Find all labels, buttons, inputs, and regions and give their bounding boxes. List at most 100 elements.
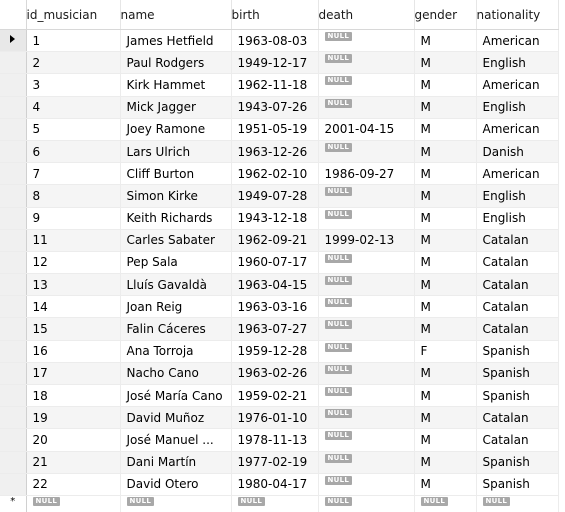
row-selector[interactable] — [0, 96, 27, 119]
cell-id-musician[interactable]: 5 — [26, 118, 121, 141]
row-selector[interactable] — [0, 428, 27, 452]
cell-name[interactable]: Carles Sabater — [120, 229, 232, 252]
row-selector[interactable] — [0, 340, 27, 363]
cell-nationality[interactable]: Spanish — [476, 384, 559, 408]
row-selector[interactable] — [0, 473, 27, 496]
cell-name[interactable]: David Muñoz — [120, 406, 232, 430]
cell-nationality[interactable]: Catalan — [476, 317, 559, 341]
cell-birth[interactable]: 1963-02-26 — [231, 362, 319, 386]
cell-death[interactable]: NULL — [318, 251, 415, 275]
cell-nationality[interactable]: Spanish — [476, 362, 559, 386]
cell-id-musician[interactable]: 12 — [26, 251, 121, 275]
cell-id-musician[interactable]: 6 — [26, 140, 121, 164]
cell-birth[interactable]: 1963-03-16 — [231, 295, 319, 319]
cell-name[interactable]: Simon Kirke — [120, 184, 232, 208]
cell-death[interactable]: NULL — [318, 51, 415, 75]
cell-id-musician[interactable]: 14 — [26, 295, 121, 319]
table-row[interactable]: 3 Kirk Hammet 1962-11-18 NULL M American — [0, 73, 559, 97]
row-selector[interactable] — [0, 118, 27, 141]
cell-id-musician[interactable]: 7 — [26, 162, 121, 186]
cell-death[interactable]: NULL — [318, 29, 415, 53]
cell-nationality[interactable]: Catalan — [476, 273, 559, 297]
cell-name[interactable]: Mick Jagger — [120, 96, 232, 119]
row-selector[interactable] — [0, 362, 27, 386]
cell-nationality[interactable]: Catalan — [476, 251, 559, 275]
row-selector[interactable] — [0, 273, 27, 297]
cell-nationality[interactable]: English — [476, 51, 559, 75]
table-row[interactable]: 7 Cliff Burton 1962-02-10 1986-09-27 M Americ… — [0, 162, 559, 186]
cell-birth[interactable]: 1960-07-17 — [231, 251, 319, 275]
cell-name[interactable]: Lars Ulrich — [120, 140, 232, 164]
row-selector[interactable] — [0, 162, 27, 186]
cell-death[interactable]: NULL — [318, 140, 415, 164]
cell-id-musician[interactable]: 17 — [26, 362, 121, 386]
cell-gender[interactable]: M — [414, 473, 477, 496]
cell-name[interactable]: José María Cano — [120, 384, 232, 408]
row-selector[interactable] — [0, 406, 27, 430]
cell-name[interactable]: Joan Reig — [120, 295, 232, 319]
row-selector[interactable] — [0, 184, 27, 208]
cell-id-musician[interactable]: 18 — [26, 384, 121, 408]
cell-nationality[interactable]: English — [476, 207, 559, 230]
cell-death[interactable]: NULL — [318, 295, 415, 319]
cell-id-musician[interactable]: 19 — [26, 406, 121, 430]
row-selector-current[interactable] — [0, 29, 27, 53]
cell-birth[interactable]: 1963-04-15 — [231, 273, 319, 297]
table-row[interactable]: 9 Keith Richards 1943-12-18 NULL M English — [0, 207, 559, 230]
cell-nationality[interactable]: American — [476, 162, 559, 186]
cell-birth[interactable]: 1962-09-21 — [231, 229, 319, 252]
cell-death[interactable]: NULL — [318, 273, 415, 297]
column-header-name[interactable]: name — [120, 0, 232, 30]
new-cell-death[interactable]: NULL — [318, 495, 415, 512]
cell-gender[interactable]: M — [414, 51, 477, 75]
new-cell-name[interactable]: NULL — [120, 495, 232, 512]
cell-nationality[interactable]: American — [476, 73, 559, 97]
cell-id-musician[interactable]: 3 — [26, 73, 121, 97]
cell-birth[interactable]: 1943-07-26 — [231, 96, 319, 119]
cell-birth[interactable]: 1951-05-19 — [231, 118, 319, 141]
table-row[interactable]: 1 James Hetfield 1963-08-03 NULL M American — [0, 29, 559, 53]
cell-birth[interactable]: 1962-02-10 — [231, 162, 319, 186]
cell-name[interactable]: José Manuel ... — [120, 428, 232, 452]
table-row[interactable]: 14 Joan Reig 1963-03-16 NULL M Catalan — [0, 295, 559, 319]
cell-nationality[interactable]: English — [476, 184, 559, 208]
cell-birth[interactable]: 1963-08-03 — [231, 29, 319, 53]
cell-nationality[interactable]: Catalan — [476, 428, 559, 452]
cell-name[interactable]: David Otero — [120, 473, 232, 496]
cell-gender[interactable]: M — [414, 140, 477, 164]
table-row[interactable]: 2 Paul Rodgers 1949-12-17 NULL M English — [0, 51, 559, 75]
cell-name[interactable]: Dani Martín — [120, 451, 232, 474]
cell-nationality[interactable]: American — [476, 118, 559, 141]
cell-gender[interactable]: F — [414, 340, 477, 363]
cell-death[interactable]: NULL — [318, 184, 415, 208]
cell-death[interactable]: NULL — [318, 451, 415, 474]
cell-death[interactable]: NULL — [318, 96, 415, 119]
new-row[interactable]: * NULL NULL NULL NULL NULL NULL — [0, 495, 559, 512]
cell-name[interactable]: Pep Sala — [120, 251, 232, 275]
cell-name[interactable]: Falin Cáceres — [120, 317, 232, 341]
row-selector[interactable] — [0, 229, 27, 252]
table-row[interactable]: 17 Nacho Cano 1963-02-26 NULL M Spanish — [0, 362, 559, 386]
cell-gender[interactable]: M — [414, 295, 477, 319]
table-row[interactable]: 8 Simon Kirke 1949-07-28 NULL M English — [0, 184, 559, 208]
cell-name[interactable]: Ana Torroja — [120, 340, 232, 363]
table-row[interactable]: 6 Lars Ulrich 1963-12-26 NULL M Danish — [0, 140, 559, 164]
cell-nationality[interactable]: Spanish — [476, 340, 559, 363]
cell-death[interactable]: 1999-02-13 — [318, 229, 415, 252]
column-header-nationality[interactable]: nationality — [476, 0, 559, 30]
cell-death[interactable]: 1986-09-27 — [318, 162, 415, 186]
cell-id-musician[interactable]: 21 — [26, 451, 121, 474]
cell-gender[interactable]: M — [414, 251, 477, 275]
cell-nationality[interactable]: Spanish — [476, 451, 559, 474]
cell-birth[interactable]: 1978-11-13 — [231, 428, 319, 452]
cell-gender[interactable]: M — [414, 362, 477, 386]
cell-nationality[interactable]: Catalan — [476, 295, 559, 319]
new-cell-birth[interactable]: NULL — [231, 495, 319, 512]
cell-id-musician[interactable]: 8 — [26, 184, 121, 208]
cell-gender[interactable]: M — [414, 384, 477, 408]
table-row[interactable]: 4 Mick Jagger 1943-07-26 NULL M English — [0, 96, 559, 119]
cell-death[interactable]: NULL — [318, 73, 415, 97]
cell-gender[interactable]: M — [414, 273, 477, 297]
cell-birth[interactable]: 1949-07-28 — [231, 184, 319, 208]
table-row[interactable]: 13 Lluís Gavaldà 1963-04-15 NULL M Catalan — [0, 273, 559, 297]
